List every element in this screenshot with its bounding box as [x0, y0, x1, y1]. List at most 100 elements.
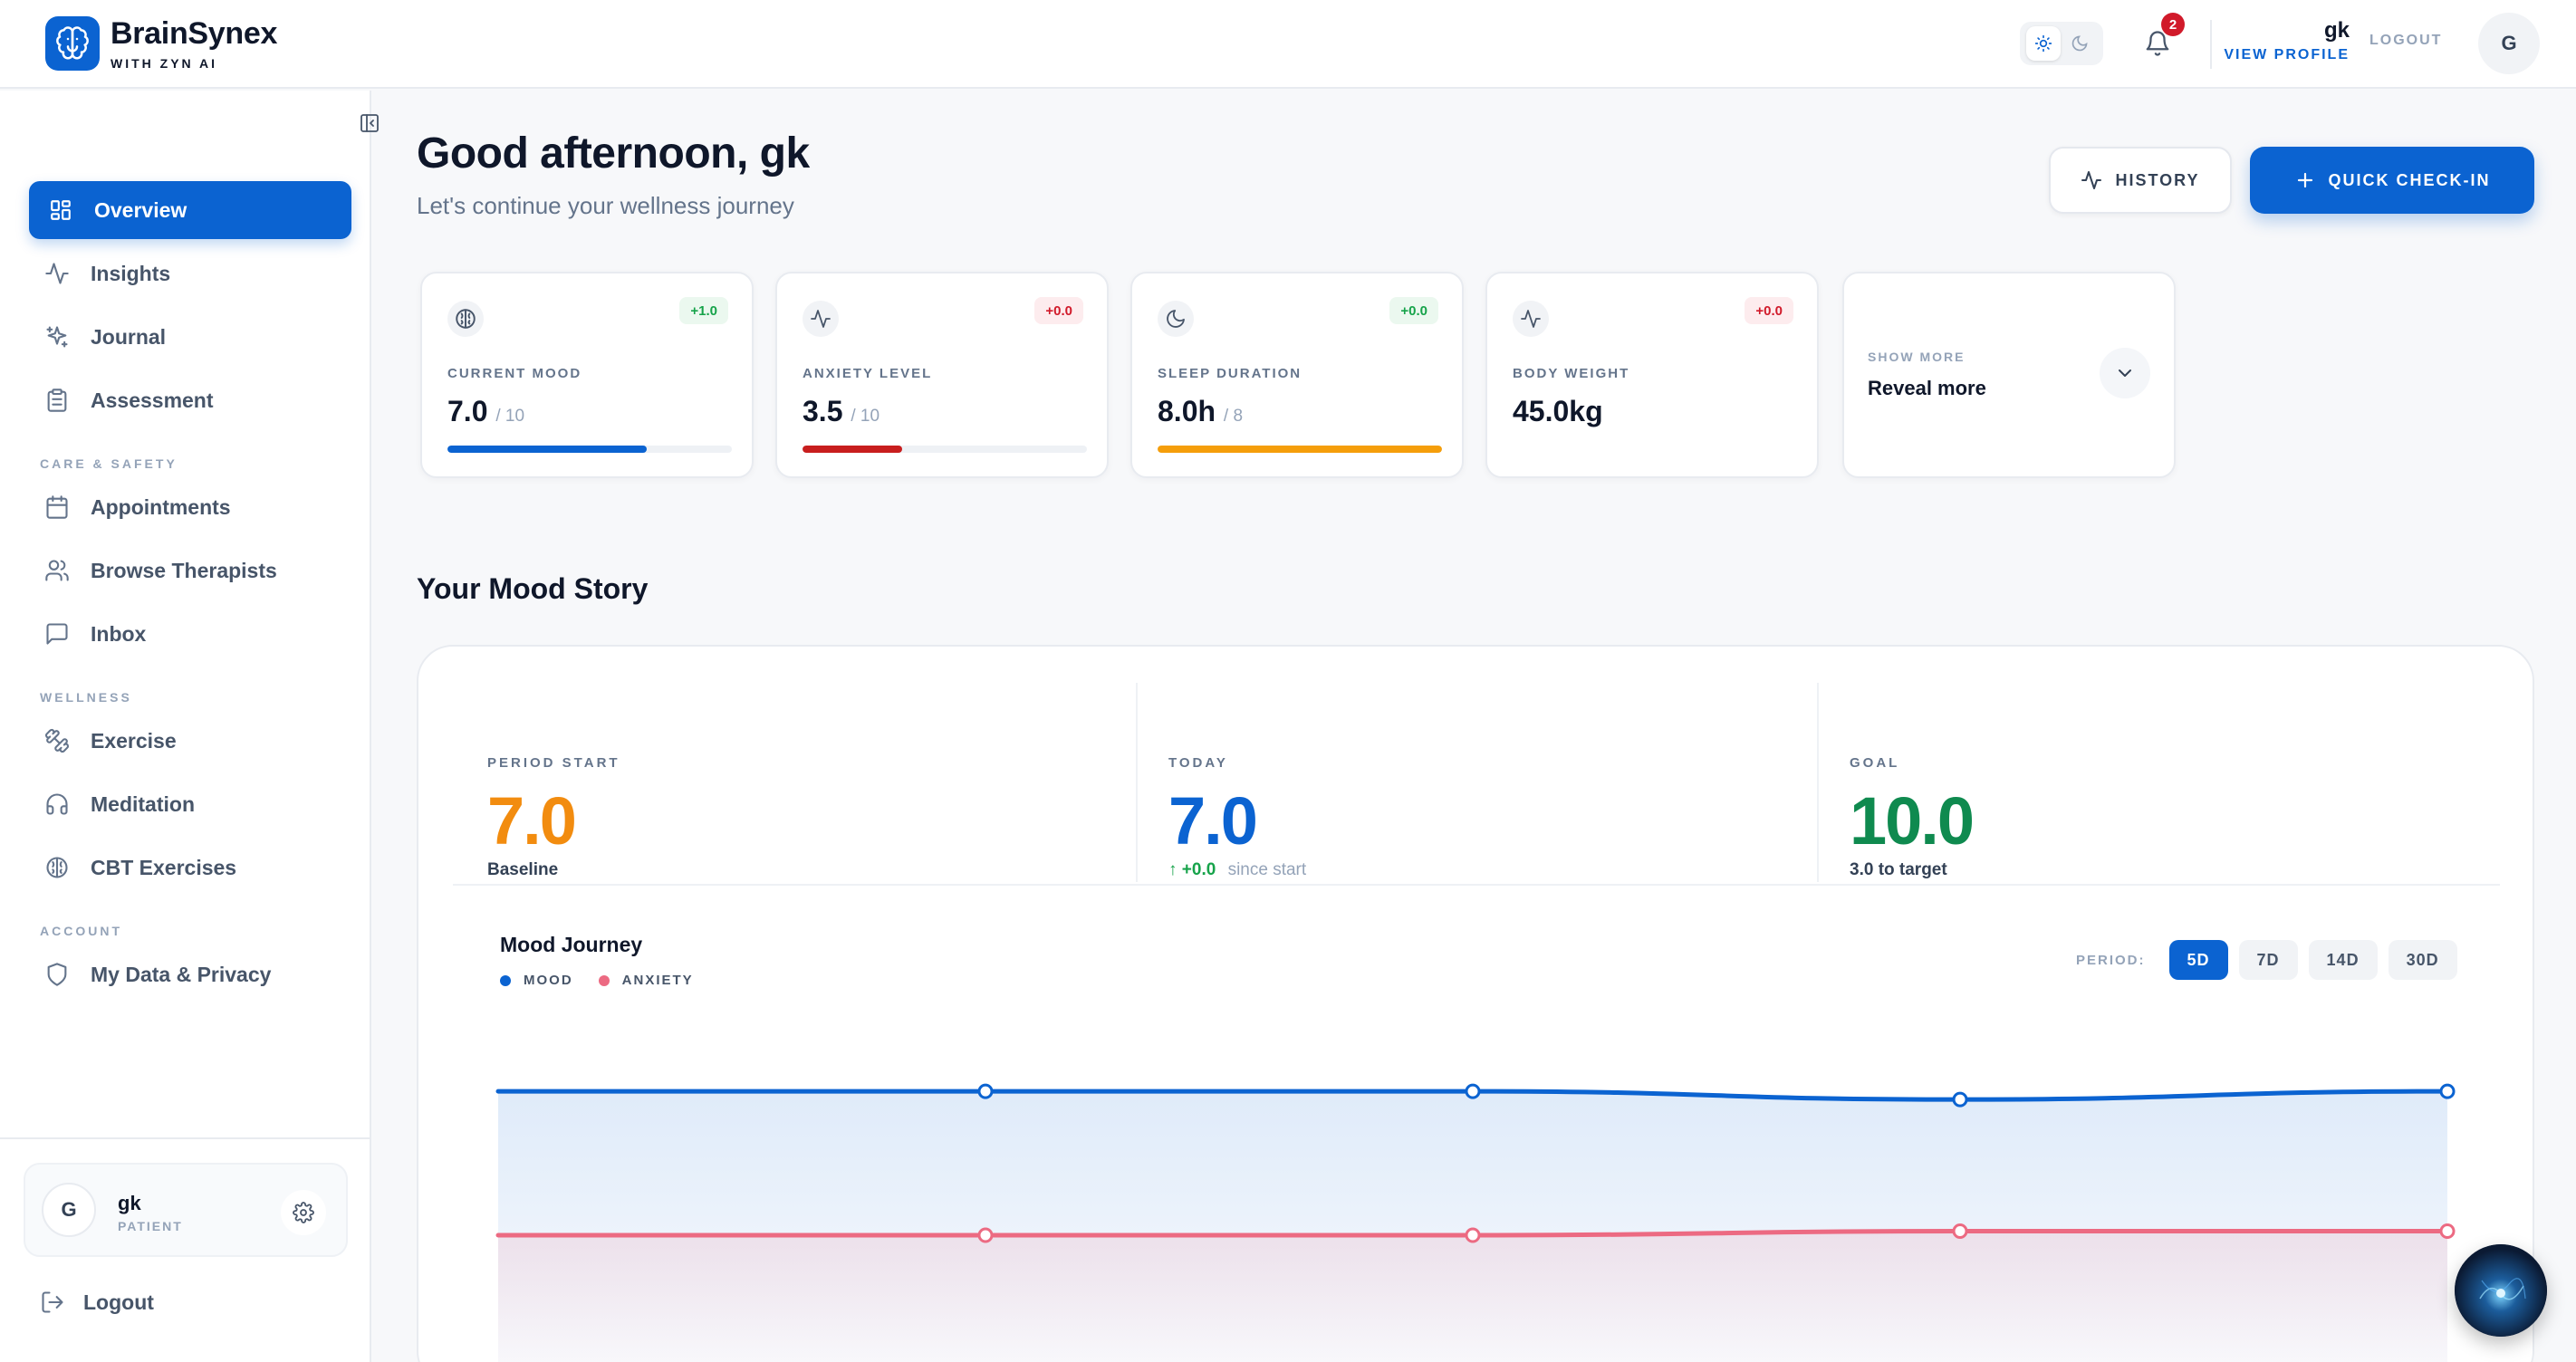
zyn-ai-assistant-button[interactable]: [2455, 1244, 2547, 1337]
series-area-anxiety: [498, 1231, 2447, 1362]
section-wellness: WELLNESS: [40, 690, 132, 705]
header-avatar[interactable]: G: [2478, 13, 2540, 74]
bell-icon[interactable]: [2138, 24, 2177, 63]
top-header: BrainSynex WITH ZYN AI 2 gk VIEW PROFILE…: [0, 0, 2576, 89]
user-role: PATIENT: [118, 1219, 183, 1233]
stat-progress-bar: [803, 446, 1087, 453]
chevron-down-icon[interactable]: [2100, 348, 2150, 398]
header-logout-button[interactable]: LOGOUT: [2369, 33, 2443, 48]
data-point-mood[interactable]: [1952, 1091, 1968, 1108]
stat-card-mood[interactable]: +1.0 CURRENT MOOD 7.0 / 10: [420, 272, 754, 478]
logout-icon: [40, 1290, 65, 1315]
quick-check-in-button[interactable]: QUICK CHECK-IN: [2250, 147, 2534, 214]
sidebar-item-label: Journal: [91, 324, 167, 349]
shield-icon: [42, 959, 72, 990]
mood-story-panel: PERIOD START 7.0 Baseline TODAY 7.0 ↑ +0…: [417, 645, 2534, 1362]
pulse-icon: [2081, 169, 2102, 191]
page-subtitle: Let's continue your wellness journey: [417, 192, 794, 219]
sun-icon[interactable]: [2026, 26, 2061, 61]
notification-badge: 2: [2161, 13, 2185, 36]
header-username: gk: [2323, 18, 2350, 43]
data-point-mood[interactable]: [1465, 1083, 1481, 1099]
metric-label: TODAY: [1168, 755, 1228, 771]
stat-progress-fill: [447, 446, 647, 453]
metric-value: 10.0: [1850, 783, 1975, 858]
message-icon: [42, 619, 72, 649]
period-button-5d[interactable]: 5D: [2168, 940, 2228, 980]
user-name: gk: [118, 1192, 141, 1214]
metric-today: TODAY 7.0 ↑ +0.0 since start: [1100, 683, 1781, 882]
quick-check-in-label: QUICK CHECK-IN: [2328, 170, 2491, 189]
sidebar-item-label: Inbox: [91, 621, 147, 646]
metric-goal: GOAL 10.0 3.0 to target: [1781, 683, 2462, 882]
metric-sub: 3.0 to target: [1850, 860, 1947, 879]
ai-orb-icon: [2455, 1244, 2547, 1337]
brain-icon: [447, 301, 484, 337]
stat-max: / 10: [495, 407, 525, 426]
mood-journey-chart: [495, 1083, 2456, 1362]
today-delta-sub: since start: [1227, 860, 1307, 879]
sidebar-item-insights[interactable]: Insights: [29, 245, 351, 302]
grid-icon: [45, 195, 76, 225]
stat-card-anxiety[interactable]: +0.0 ANXIETY LEVEL 3.5 / 10: [775, 272, 1109, 478]
data-point-anxiety[interactable]: [1952, 1223, 1968, 1239]
avatar[interactable]: G: [42, 1183, 96, 1237]
sidebar-item-my-data-privacy[interactable]: My Data & Privacy: [29, 945, 351, 1003]
sidebar-item-exercise[interactable]: Exercise: [29, 712, 351, 770]
moon-icon: [1158, 301, 1194, 337]
sidebar-item-assessment[interactable]: Assessment: [29, 371, 351, 429]
stat-progress-fill: [803, 446, 902, 453]
legend-dot: [500, 974, 511, 986]
plus-icon: [2294, 169, 2316, 191]
collapse-sidebar-icon[interactable]: [357, 110, 382, 136]
period-button-7d[interactable]: 7D: [2238, 940, 2298, 980]
sidebar-item-label: Insights: [91, 261, 171, 285]
period-button-14d[interactable]: 14D: [2308, 940, 2378, 980]
data-point-mood[interactable]: [2439, 1083, 2456, 1099]
data-point-anxiety[interactable]: [1465, 1227, 1481, 1243]
legend-item-anxiety: ANXIETY: [598, 973, 694, 988]
brainsynex-logo-icon[interactable]: [45, 16, 100, 71]
stat-delta: +1.0: [679, 297, 728, 324]
sidebar-item-cbt-exercises[interactable]: CBT Exercises: [29, 839, 351, 897]
stat-max: / 10: [851, 407, 880, 426]
stat-max: / 8: [1223, 407, 1244, 426]
period-button-30d[interactable]: 30D: [2388, 940, 2457, 980]
users-icon: [42, 555, 72, 586]
stat-number: 8.0h: [1158, 395, 1216, 427]
sidebar-item-overview[interactable]: Overview: [29, 181, 351, 239]
stat-value: 3.5 / 10: [803, 395, 879, 428]
gear-icon[interactable]: [281, 1190, 326, 1235]
section-account: ACCOUNT: [40, 924, 122, 938]
moon-icon[interactable]: [2062, 26, 2097, 61]
sidebar-logout-button[interactable]: Logout: [40, 1290, 154, 1315]
view-profile-link[interactable]: VIEW PROFILE: [2224, 47, 2350, 62]
stat-value: 7.0 / 10: [447, 395, 524, 428]
sparkle-icon: [42, 321, 72, 352]
data-point-anxiety[interactable]: [2439, 1223, 2456, 1239]
sidebar-item-label: Exercise: [91, 728, 177, 753]
chart-legend: MOOD ANXIETY: [500, 973, 719, 988]
sidebar-item-label: CBT Exercises: [91, 855, 237, 879]
period-label: PERIOD:: [2076, 952, 2146, 968]
sidebar-item-label: Browse Therapists: [91, 558, 277, 582]
data-point-anxiety[interactable]: [977, 1227, 994, 1243]
sidebar-item-inbox[interactable]: Inbox: [29, 605, 351, 663]
metrics-divider: [453, 884, 2500, 886]
stat-number: 7.0: [447, 395, 488, 427]
sidebar-item-meditation[interactable]: Meditation: [29, 775, 351, 833]
data-point-mood[interactable]: [977, 1083, 994, 1099]
stat-card-weight[interactable]: +0.0 BODY WEIGHT 45.0kg: [1485, 272, 1819, 478]
metric-sub: Baseline: [487, 860, 559, 879]
metric-value: 7.0: [1168, 783, 1258, 858]
sidebar-item-appointments[interactable]: Appointments: [29, 478, 351, 536]
stat-card-sleep[interactable]: +0.0 SLEEP DURATION 8.0h / 8: [1130, 272, 1464, 478]
sidebar-item-browse-therapists[interactable]: Browse Therapists: [29, 542, 351, 599]
show-more-card[interactable]: SHOW MORE Reveal more: [1842, 272, 2176, 478]
chart-title: Mood Journey: [500, 933, 643, 956]
section-care-safety: CARE & SAFETY: [40, 456, 178, 471]
sidebar-item-journal[interactable]: Journal: [29, 308, 351, 366]
history-button[interactable]: HISTORY: [2049, 147, 2232, 214]
metric-label: PERIOD START: [487, 755, 620, 771]
stat-label: SLEEP DURATION: [1158, 366, 1302, 381]
